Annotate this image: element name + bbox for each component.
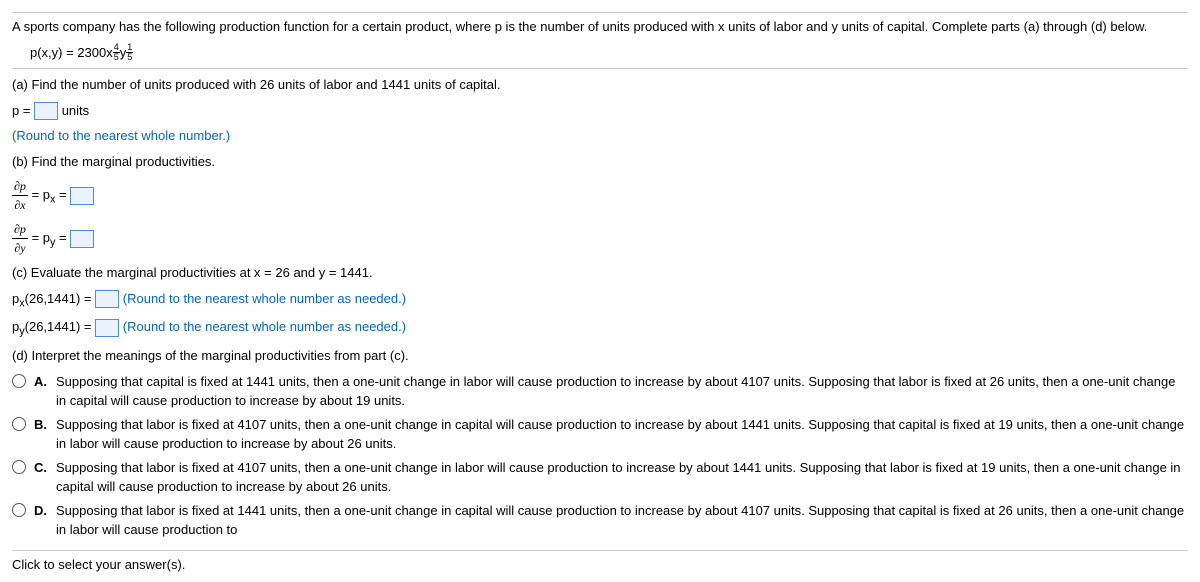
px-eq: = [55,187,66,202]
part-b-py-input[interactable] [70,230,94,248]
problem-intro: A sports company has the following produ… [12,17,1188,37]
formula-lhs: p(x,y) = 2300x [30,45,113,60]
dx-label: ∂x [12,196,28,214]
option-text: Supposing that labor is fixed at 4107 un… [56,458,1188,497]
part-c-px-hint: (Round to the nearest whole number as ne… [123,291,406,306]
py-eq: = [55,230,66,245]
radio-icon[interactable] [12,460,26,474]
exp1-num: 4 [113,43,120,53]
part-b-px-input[interactable] [70,187,94,205]
pc-px-args: (26,1441) = [25,291,92,306]
exp2-den: 5 [126,53,133,62]
part-a-input[interactable] [34,102,58,120]
option-text: Supposing that labor is fixed at 4107 un… [56,415,1188,454]
radio-icon[interactable] [12,503,26,517]
exp2-num: 1 [126,43,133,53]
part-b-prompt: (b) Find the marginal productivities. [12,152,1188,172]
part-c-prompt: (c) Evaluate the marginal productivities… [12,263,1188,283]
option-text: Supposing that labor is fixed at 1441 un… [56,501,1188,540]
option-letter: B. [34,415,50,435]
option-a[interactable]: A. Supposing that capital is fixed at 14… [12,372,1188,411]
production-function: p(x,y) = 2300x45y15 [30,43,1188,63]
part-b-px-row: ∂p ∂x = px = [12,177,1188,214]
radio-icon[interactable] [12,374,26,388]
part-c-px-input[interactable] [95,290,119,308]
part-a-prefix: p = [12,103,30,118]
option-b[interactable]: B. Supposing that labor is fixed at 4107… [12,415,1188,454]
dy-label: ∂y [12,239,28,257]
option-letter: D. [34,501,50,521]
option-letter: C. [34,458,50,478]
option-text: Supposing that capital is fixed at 1441 … [56,372,1188,411]
part-c-py-hint: (Round to the nearest whole number as ne… [123,319,406,334]
part-a-prompt: (a) Find the number of units produced wi… [12,75,1188,95]
option-d[interactable]: D. Supposing that labor is fixed at 1441… [12,501,1188,540]
radio-icon[interactable] [12,417,26,431]
px-eq-label: = p [32,187,50,202]
footer-instruction: Click to select your answer(s). [12,555,1188,575]
option-letter: A. [34,372,50,392]
dp-label-1: ∂p [12,177,28,196]
part-b-py-row: ∂p ∂y = py = [12,220,1188,257]
dp-label-2: ∂p [12,220,28,239]
option-c[interactable]: C. Supposing that labor is fixed at 4107… [12,458,1188,497]
part-c-py-input[interactable] [95,319,119,337]
py-eq-label: = p [32,230,50,245]
part-a-hint: (Round to the nearest whole number.) [12,126,1188,146]
part-a-suffix: units [62,103,89,118]
exp1-den: 5 [113,53,120,62]
part-d-prompt: (d) Interpret the meanings of the margin… [12,346,1188,366]
pc-py-args: (26,1441) = [25,319,92,334]
